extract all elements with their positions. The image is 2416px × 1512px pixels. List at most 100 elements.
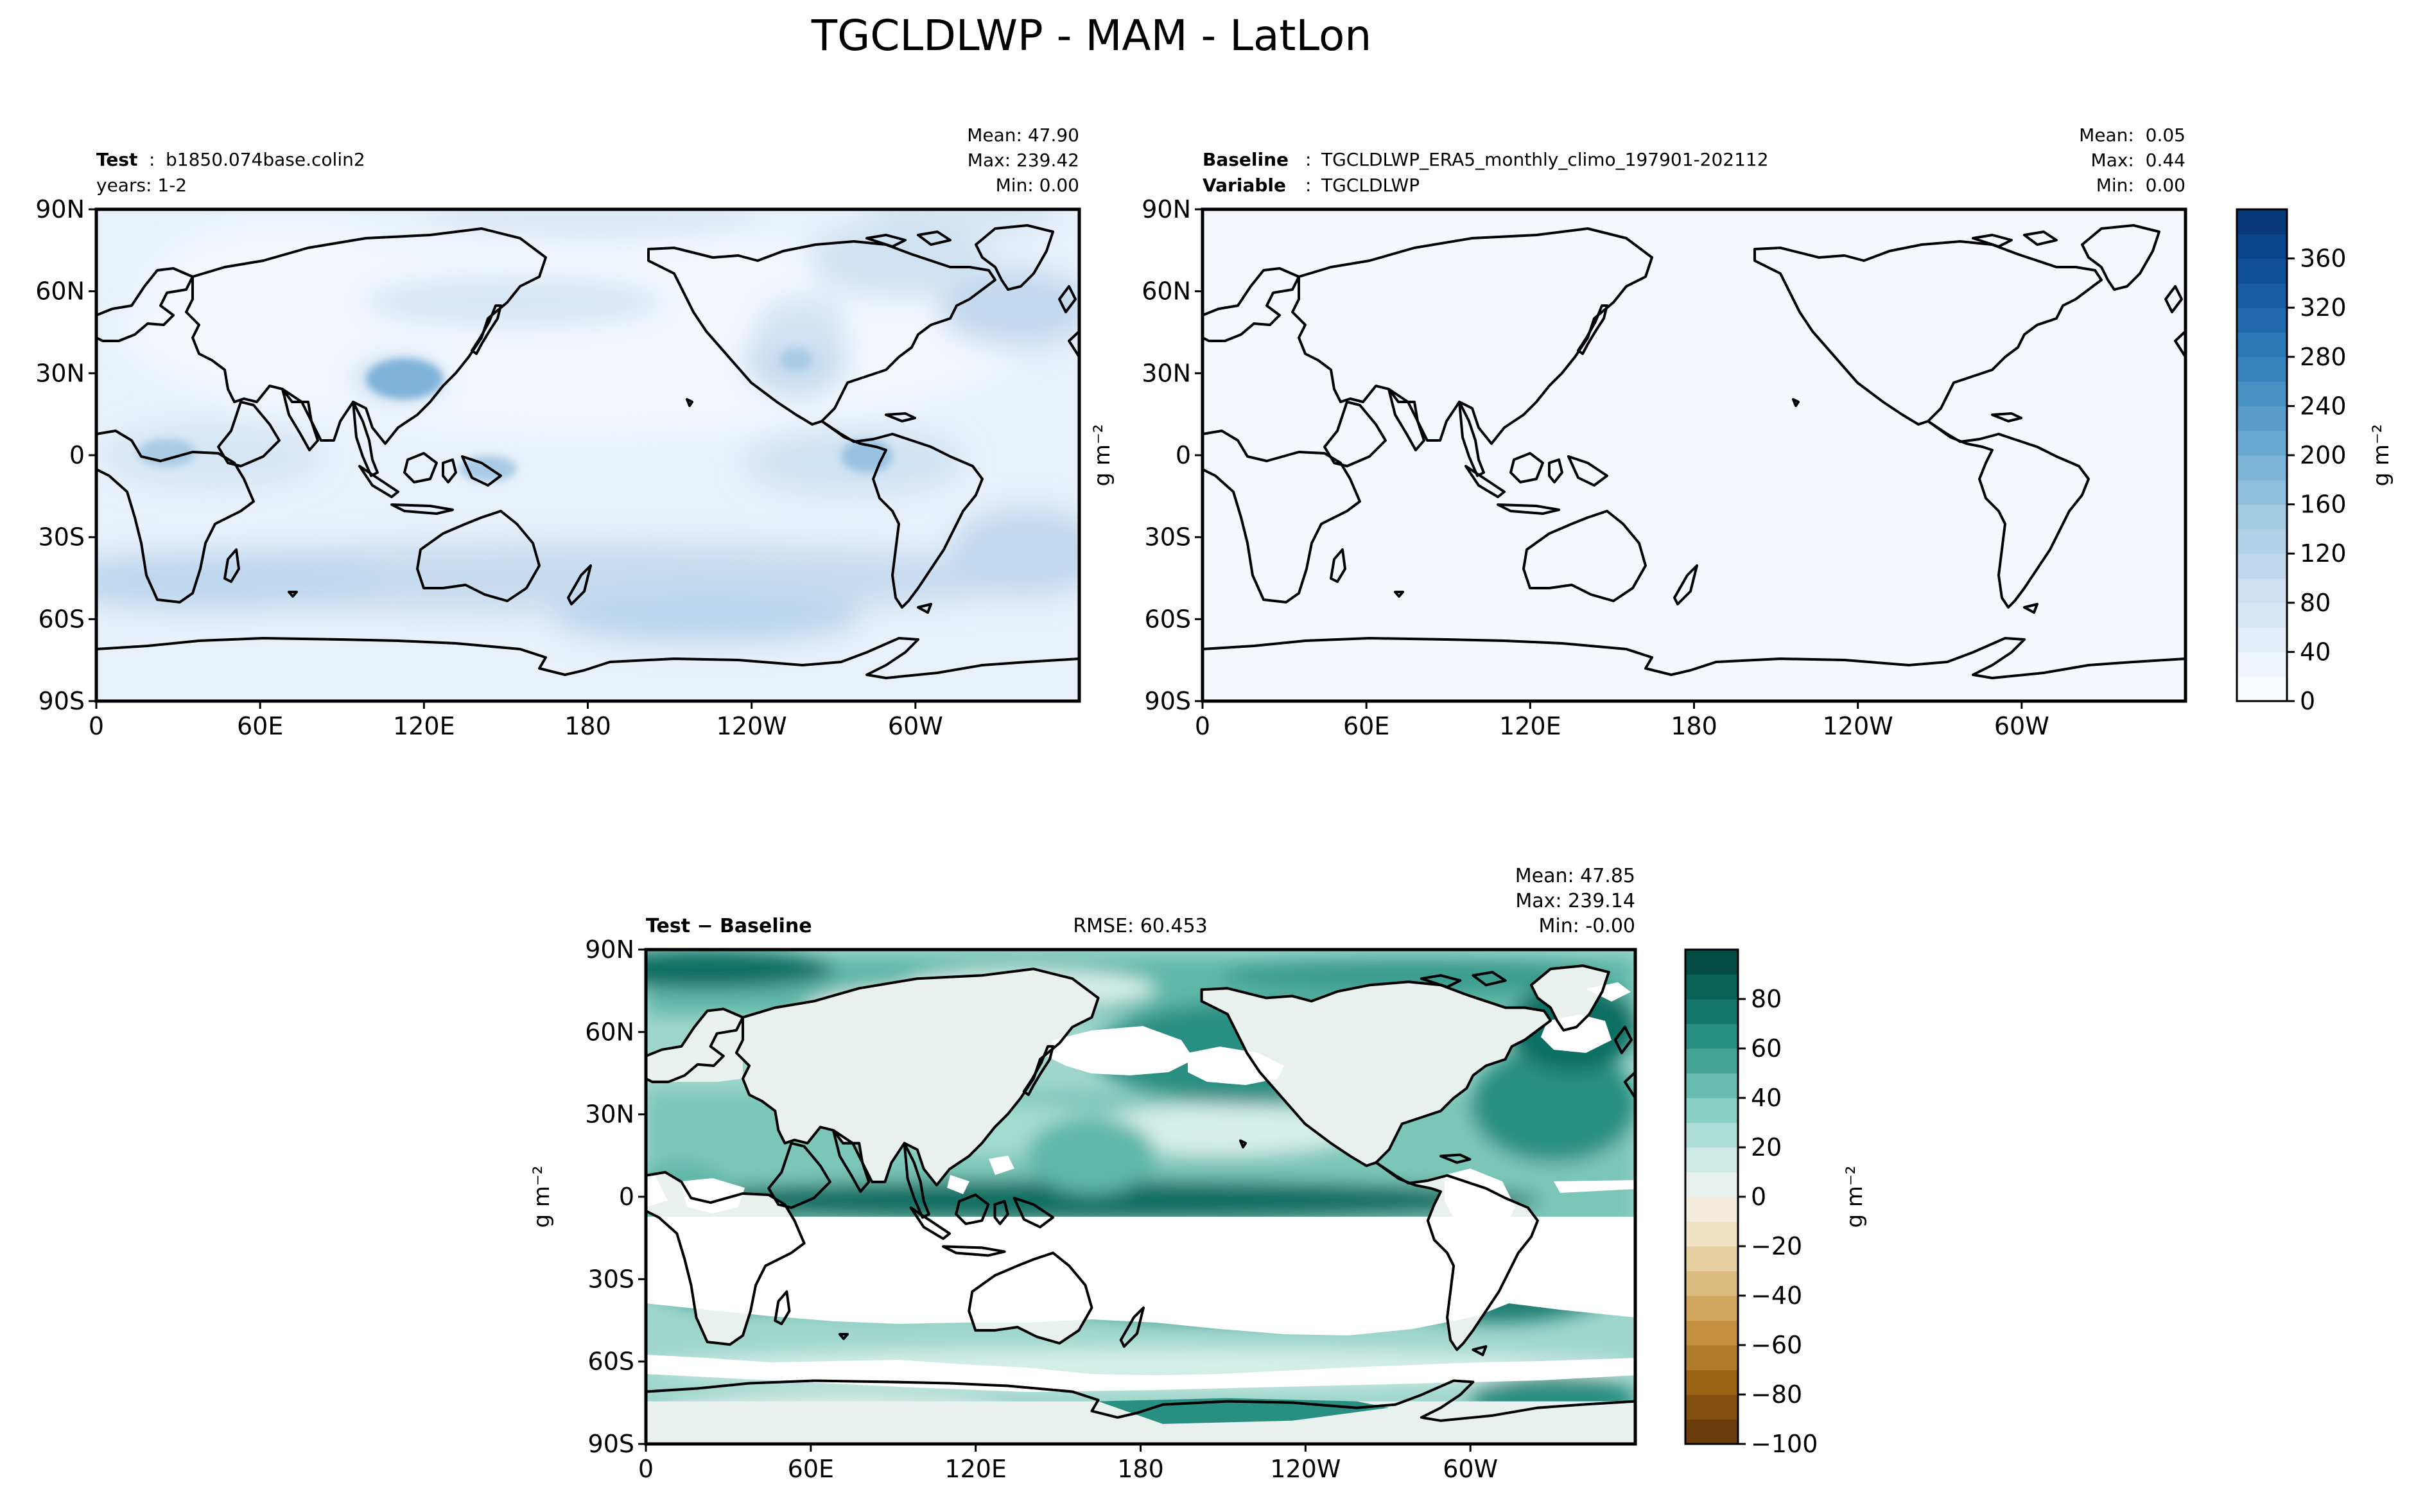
xtick-label: 0 xyxy=(89,712,104,740)
ytick-label: 30S xyxy=(1145,523,1191,552)
xtick-label: 180 xyxy=(1671,712,1717,740)
ytick-label: 60S xyxy=(588,1348,634,1376)
panel-difference-mean: Mean: 47.85 xyxy=(1515,865,1635,887)
colorbar-level xyxy=(1685,1122,1738,1148)
colorbar-tick-label: 60 xyxy=(1751,1034,1782,1063)
colorbar-tick-label: 240 xyxy=(2300,392,2347,420)
colorbar-tick-label: 200 xyxy=(2300,441,2347,469)
ytick-label: 0 xyxy=(619,1183,634,1211)
colorbar-tick-label: −60 xyxy=(1751,1331,1802,1359)
panel-baseline-xaxis: 0 60E 120E 180 120W 60W xyxy=(1195,701,2049,740)
xtick-label: 0 xyxy=(638,1455,654,1483)
ytick-label: 60N xyxy=(1142,277,1191,306)
panel-baseline-units: g m⁻² xyxy=(1090,424,1115,486)
colorbar-tick-label: 80 xyxy=(1751,985,1782,1013)
colorbar-level xyxy=(1685,1296,1738,1321)
xtick-label: 120E xyxy=(944,1455,1007,1483)
panel-difference-max: Max: 239.14 xyxy=(1515,890,1635,912)
xtick-label: 120E xyxy=(1499,712,1561,740)
colorbar-level xyxy=(1685,950,1738,975)
colorbar-level xyxy=(1685,1048,1738,1073)
panel-baseline-label-sep: : xyxy=(1305,149,1311,170)
colorbar-level xyxy=(1685,1098,1738,1123)
panel-difference-min: Min: -0.00 xyxy=(1539,915,1636,937)
colorbar-level xyxy=(2237,578,2287,604)
panel-baseline-max: Max: 0.44 xyxy=(2091,150,2186,171)
colorbar-level xyxy=(2237,258,2287,284)
ytick-label: 30N xyxy=(1142,359,1191,387)
ytick-label: 30N xyxy=(585,1100,634,1129)
panel-baseline-variable-bold: Variable xyxy=(1203,175,1286,196)
colorbar-difference-units: g m⁻² xyxy=(1842,1165,1868,1228)
xtick-label: 120E xyxy=(393,712,455,740)
panel-baseline-label-value: TGCLDLWP_ERA5_monthly_climo_197901-20211… xyxy=(1321,149,1769,170)
colorbar-test-baseline: 0 40 80 120 160 200 240 280 320 360 xyxy=(2236,208,2347,715)
colorbar-tick-label: 0 xyxy=(1751,1183,1766,1211)
colorbar-test-baseline-units: g m⁻² xyxy=(2368,424,2394,486)
ytick-label: 90N xyxy=(35,195,85,223)
ytick-label: 90S xyxy=(1145,687,1191,715)
colorbar-level xyxy=(1685,1197,1738,1222)
colorbar-tick-label: −100 xyxy=(1751,1430,1818,1458)
panel-test-min: Min: 0.00 xyxy=(996,175,1079,196)
ytick-label: 0 xyxy=(69,441,85,469)
colorbar-level xyxy=(1685,1073,1738,1099)
ytick-label: 90N xyxy=(1142,195,1191,223)
ytick-label: 30N xyxy=(35,359,85,387)
colorbar-level xyxy=(1685,1147,1738,1172)
colorbar-tick-label: 0 xyxy=(2300,687,2315,715)
colorbar-tick-label: 40 xyxy=(2300,638,2331,666)
panel-difference-units: g m⁻² xyxy=(529,1165,555,1228)
figure-title: TGCLDLWP - MAM - LatLon xyxy=(811,11,1371,60)
colorbar-level xyxy=(2237,430,2287,456)
colorbar-level xyxy=(2237,528,2287,554)
colorbar-tick-label: 120 xyxy=(2300,539,2347,568)
colorbar-level xyxy=(2237,356,2287,382)
colorbar-tick-label: 40 xyxy=(1751,1084,1782,1112)
colorbar-level xyxy=(2237,381,2287,406)
panel-difference-field xyxy=(646,950,1635,1444)
ytick-label: 90N xyxy=(585,935,634,964)
colorbar-level xyxy=(1685,1172,1738,1197)
ytick-label: 0 xyxy=(1176,441,1191,469)
xtick-label: 60E xyxy=(1343,712,1389,740)
colorbar-level xyxy=(1685,1395,1738,1420)
colorbar-level xyxy=(2237,602,2287,628)
colorbar-level xyxy=(2237,652,2287,677)
xtick-label: 60E xyxy=(788,1455,834,1483)
colorbar-level xyxy=(2237,209,2287,234)
colorbar-tick-label: 160 xyxy=(2300,491,2347,519)
xtick-label: 60W xyxy=(1443,1455,1498,1483)
ytick-label: 60N xyxy=(35,277,85,306)
panel-baseline-field xyxy=(1203,209,2186,701)
xtick-label: 60E xyxy=(237,712,283,740)
colorbar-level xyxy=(1685,1369,1738,1395)
ytick-label: 60N xyxy=(585,1018,634,1046)
colorbar-level xyxy=(1685,1271,1738,1296)
colorbar-tick-label: 280 xyxy=(2300,343,2347,371)
colorbar-level xyxy=(1685,1246,1738,1271)
panel-test-years: years: 1-2 xyxy=(96,175,187,196)
ytick-label: 90S xyxy=(588,1430,634,1458)
colorbar-level xyxy=(1685,1345,1738,1370)
panel-difference-xaxis: 0 60E 120E 180 120W 60W xyxy=(638,1444,1498,1483)
panel-difference-rmse: RMSE: 60.453 xyxy=(1073,915,1207,937)
panel-baseline-yaxis: 90N 60N 30N 0 30S 60S 90S xyxy=(1142,195,1203,715)
xtick-label: 180 xyxy=(564,712,611,740)
panel-baseline-mean: Mean: 0.05 xyxy=(2079,125,2186,146)
colorbar-level xyxy=(2237,455,2287,480)
colorbar-level xyxy=(1685,999,1738,1024)
colorbar-tick-label: 320 xyxy=(2300,293,2347,322)
colorbar-tick-label: −40 xyxy=(1751,1282,1802,1310)
colorbar-level xyxy=(1685,974,1738,1000)
xtick-label: 0 xyxy=(1195,712,1210,740)
panel-test-label-value: b1850.074base.colin2 xyxy=(166,149,365,170)
colorbar-level xyxy=(2237,480,2287,505)
xtick-label: 120W xyxy=(1270,1455,1341,1483)
panel-baseline-min: Min: 0.00 xyxy=(2096,175,2186,196)
panel-test: Test : b1850.074base.colin2 years: 1-2 M… xyxy=(35,125,1081,740)
panel-baseline: Baseline : TGCLDLWP_ERA5_monthly_climo_1… xyxy=(1090,125,2394,740)
panel-test-max: Max: 239.42 xyxy=(968,150,1079,171)
colorbar-tick-label: 80 xyxy=(2300,589,2331,617)
